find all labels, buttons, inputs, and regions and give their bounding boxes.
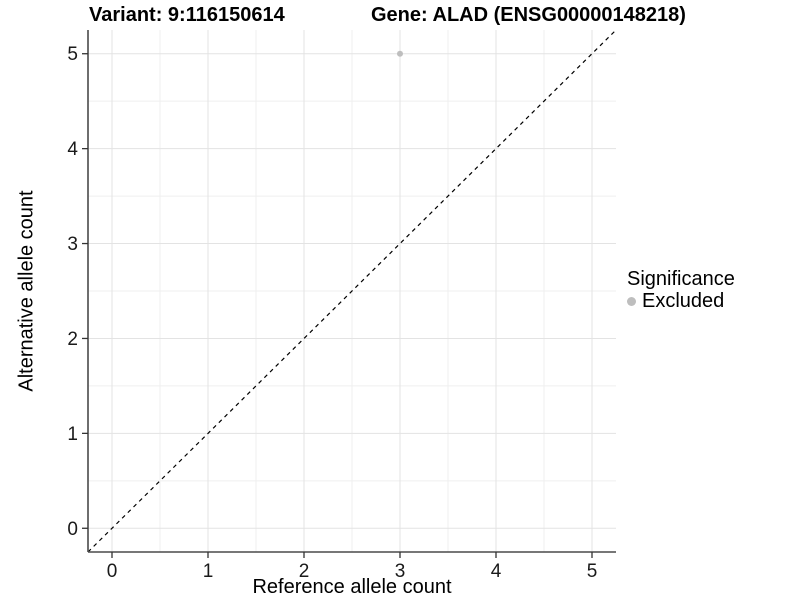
legend: Significance Excluded (627, 268, 735, 312)
legend-item-excluded: Excluded (627, 290, 735, 312)
x-tick-label: 3 (395, 561, 406, 582)
legend-title: Significance (627, 268, 735, 290)
legend-point-icon (627, 296, 636, 306)
x-tick-label: 1 (203, 561, 214, 582)
y-tick-label: 3 (67, 234, 78, 255)
y-tick-label: 2 (67, 329, 78, 350)
identity-reference-line (87, 29, 617, 553)
x-tick-label: 4 (491, 561, 502, 582)
plot-title-variant: Variant: 9:116150614 (89, 4, 285, 26)
y-tick-label: 1 (67, 424, 78, 445)
legend-item-label: Excluded (642, 290, 725, 312)
data-point (397, 50, 403, 57)
plot-title-gene: Gene: ALAD (ENSG00000148218) (371, 4, 686, 26)
x-axis-title: Reference allele count (252, 576, 452, 598)
y-axis-title: Alternative allele count (15, 190, 38, 392)
y-tick-label: 4 (67, 139, 78, 160)
x-tick-label: 2 (299, 561, 310, 582)
x-tick-label: 5 (587, 561, 598, 582)
x-tick-label: 0 (107, 561, 118, 582)
y-tick-label: 0 (67, 519, 78, 540)
y-tick-label: 5 (67, 44, 78, 65)
